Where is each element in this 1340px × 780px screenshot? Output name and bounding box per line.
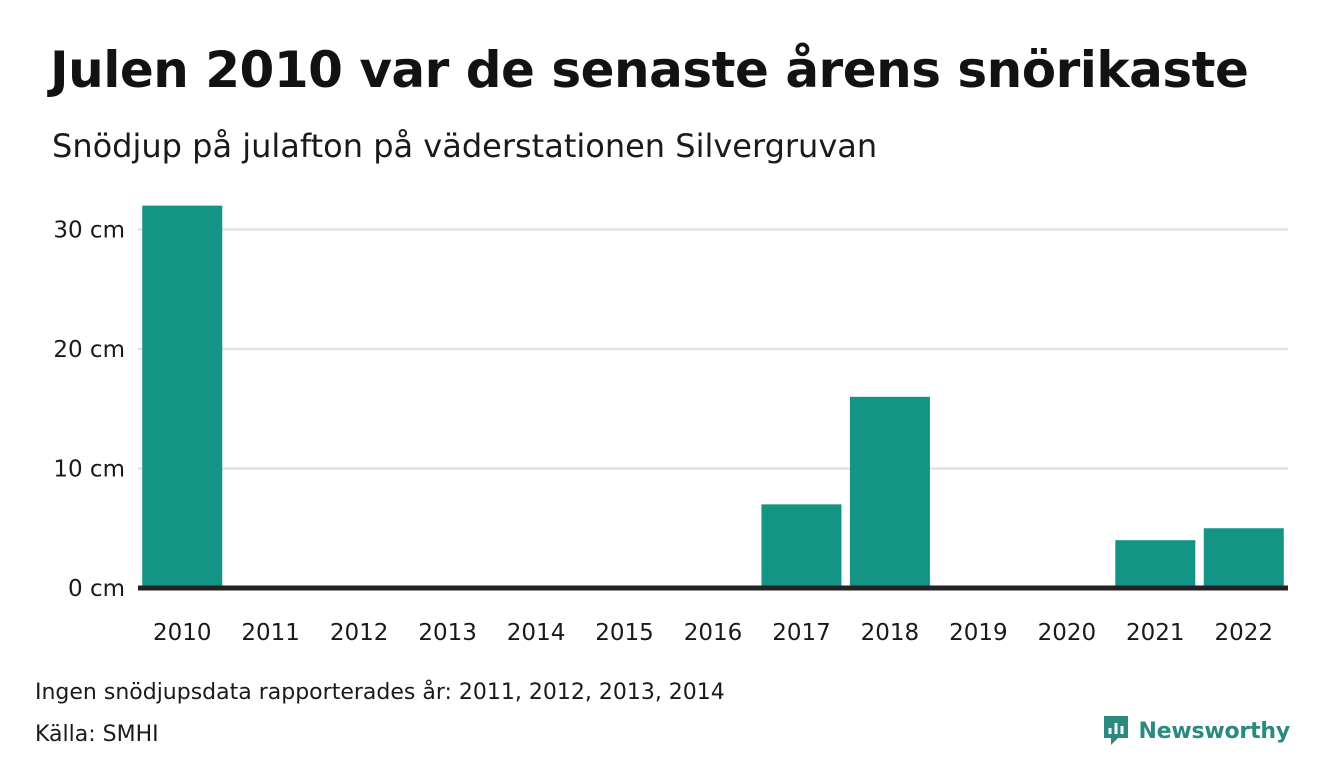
x-tick-label: 2019	[949, 620, 1008, 646]
x-tick-label: 2013	[418, 620, 477, 646]
y-tick-label: 20 cm	[53, 337, 125, 363]
bar-2022	[1203, 528, 1284, 588]
x-tick-label: 2021	[1126, 620, 1185, 646]
x-tick-label: 2018	[861, 620, 920, 646]
bar-2010	[142, 205, 223, 588]
y-tick-label: 10 cm	[53, 457, 125, 483]
newsworthy-logo-icon	[1104, 716, 1129, 745]
bar-2021	[1115, 540, 1196, 588]
chart-subtitle: Snödjup på julafton på väderstationen Si…	[52, 127, 878, 165]
brand-name: Newsworthy	[1138, 718, 1290, 744]
y-tick-label: 30 cm	[53, 218, 125, 244]
bar-2018	[849, 396, 930, 588]
brand-logo: Newsworthy	[1102, 714, 1290, 748]
y-tick-label: 0 cm	[68, 576, 125, 602]
x-tick-label: 2016	[684, 620, 743, 646]
missing-data-note: Ingen snödjupsdata rapporterades år: 201…	[35, 680, 725, 705]
source-label: Källa: SMHI	[35, 722, 159, 747]
x-tick-label: 2010	[153, 620, 212, 646]
x-tick-label: 2014	[507, 620, 566, 646]
chart-title: Julen 2010 var de senaste årens snörikas…	[50, 41, 1249, 99]
x-tick-label: 2022	[1214, 620, 1273, 646]
x-tick-label: 2020	[1038, 620, 1097, 646]
x-tick-label: 2012	[330, 620, 389, 646]
x-tick-label: 2017	[772, 620, 831, 646]
bar-2017	[761, 504, 842, 588]
x-tick-label: 2011	[241, 620, 300, 646]
x-tick-label: 2015	[595, 620, 654, 646]
bar-chart: 0 cm 10 cm 20 cm 30 cm 2010 2011 2012 2013 2014 2…	[53, 205, 1288, 646]
